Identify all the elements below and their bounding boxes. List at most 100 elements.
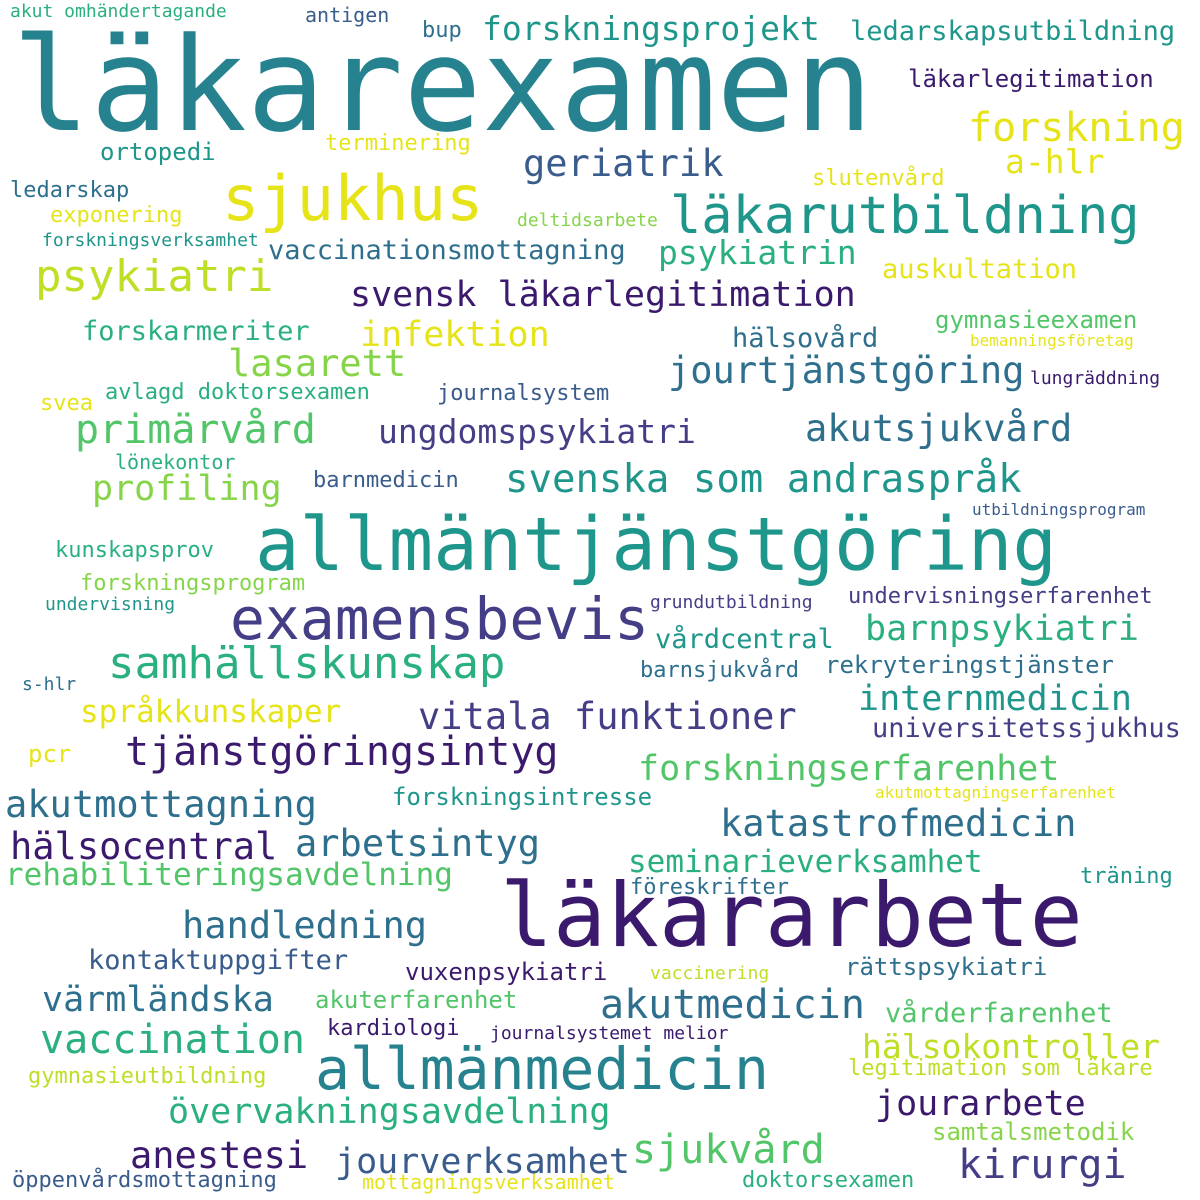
word-journalsystem: journalsystem: [437, 381, 610, 406]
word-journalsystemet-melior: journalsystemet melior: [490, 1023, 729, 1044]
word-kunskapsprov: kunskapsprov: [55, 538, 214, 563]
word-akutsjukvard: akutsjukvård: [805, 407, 1073, 450]
word-rehabiliteringsavdelning: rehabiliteringsavdelning: [5, 857, 453, 893]
word-ledarskap: ledarskap: [10, 178, 130, 203]
word-akut-omhandertagande: akut omhändertagande: [10, 1, 227, 22]
word-svenska-som-andrasprak: svenska som andraspråk: [505, 457, 1022, 502]
word-arbetsintyg: arbetsintyg: [295, 822, 541, 865]
word-bup: bup: [422, 18, 462, 43]
word-rekryteringstjanster: rekryteringstjänster: [825, 651, 1114, 679]
word-pcr: pcr: [28, 740, 72, 768]
word-kardiologi: kardiologi: [327, 1016, 460, 1041]
word-forskningserfarenhet: forskningserfarenhet: [638, 749, 1060, 789]
word-forskarmeriter: forskarmeriter: [82, 316, 310, 347]
word-sjukhus: sjukhus: [222, 162, 484, 235]
word-lakararbete: läkararbete: [500, 864, 1083, 967]
word-samtalsmetodik: samtalsmetodik: [932, 1118, 1135, 1146]
word-svensk-lakarlegitimation: svensk läkarlegitimation: [350, 275, 856, 315]
word-barnpsykiatri: barnpsykiatri: [865, 609, 1139, 649]
word-allmanmedicin: allmänmedicin: [315, 1035, 769, 1103]
word-jourtjanstgoring: jourtjänstgöring: [668, 349, 1025, 392]
word-mottagningsverksamhet: mottagningsverksamhet: [362, 1170, 615, 1194]
word-rattspsykiatri: rättspsykiatri: [845, 953, 1048, 981]
word-forskningsverksamhet: forskningsverksamhet: [42, 230, 259, 251]
word-lungraddning: lungräddning: [1030, 368, 1161, 389]
word-kirurgi: kirurgi: [958, 1142, 1127, 1188]
word-katastrofmedicin: katastrofmedicin: [720, 802, 1077, 845]
word-gymnasieexamen: gymnasieexamen: [935, 306, 1138, 334]
word-psykiatrin: psykiatrin: [658, 233, 857, 272]
word-terminering: terminering: [325, 131, 471, 156]
word-utbildningsprogram: utbildningsprogram: [972, 500, 1146, 519]
word-lasarett: lasarett: [228, 342, 407, 385]
word-svea: svea: [40, 391, 93, 416]
word-halsovard: hälsovård: [732, 323, 879, 354]
word-forskningsintresse: forskningsintresse: [392, 783, 653, 811]
word-exponering: exponering: [50, 203, 183, 228]
word-deltidsarbete: deltidsarbete: [517, 210, 658, 231]
word-jourarbete: jourarbete: [875, 1084, 1086, 1124]
word-profiling: profiling: [92, 469, 282, 509]
word-a-hlr: a-hlr: [1005, 142, 1105, 181]
word-vuxenpsykiatri: vuxenpsykiatri: [405, 958, 608, 986]
word-lakarexamen: läkarexamen: [12, 9, 873, 161]
word-lakarlegitimation: läkarlegitimation: [908, 65, 1154, 93]
word-vitala-funktioner: vitala funktioner: [418, 695, 797, 738]
word-vardcentral: vårdcentral: [655, 624, 834, 655]
word-doktorsexamen: doktorsexamen: [742, 1168, 915, 1193]
word-examensbevis: examensbevis: [230, 585, 650, 653]
word-vaccination: vaccination: [40, 1017, 305, 1063]
word-varmlandska: värmländska: [42, 980, 274, 1020]
word-allmantjanstgoring: allmäntjänstgöring: [255, 502, 1057, 588]
word-traning: träning: [1080, 864, 1173, 889]
word-vaccinationsmottagning: vaccinationsmottagning: [268, 235, 626, 266]
word-akutmottagning: akutmottagning: [5, 783, 317, 826]
word-gymnasieutbildning: gymnasieutbildning: [28, 1064, 267, 1089]
word-ortopedi: ortopedi: [100, 138, 216, 166]
word-bemanningsforetag: bemanningsföretag: [970, 331, 1134, 350]
word-vaccinering: vaccinering: [650, 963, 770, 984]
word-ledarskapsutbildning: ledarskapsutbildning: [850, 16, 1176, 47]
word-anestesi: anestesi: [130, 1134, 309, 1177]
word-kontaktuppgifter: kontaktuppgifter: [88, 945, 349, 976]
word-lakarutbildning: läkarutbildning: [670, 186, 1140, 246]
word-foreskrifter: föreskrifter: [630, 875, 789, 900]
word-varderfarenhet: vårderfarenhet: [885, 998, 1113, 1029]
word-akuterfarenhet: akuterfarenhet: [315, 986, 518, 1014]
word-tjanstgoringsintyg: tjänstgöringsintyg: [125, 729, 559, 775]
word-avlagd-doktorsexamen: avlagd doktorsexamen: [105, 380, 370, 405]
word-handledning: handledning: [182, 904, 428, 947]
word-sprakkunskaper: språkkunskaper: [80, 694, 342, 730]
word-jourverksamhet: jourverksamhet: [335, 1142, 631, 1182]
word-antigen: antigen: [305, 3, 390, 27]
word-sjukvard: sjukvård: [632, 1127, 825, 1173]
word-seminarieverksamhet: seminarieverksamhet: [628, 844, 983, 880]
word-forskningsprojekt: forskningsprojekt: [482, 9, 820, 48]
word-halsocentral: hälsocentral: [10, 825, 278, 868]
word-undervisningserfarenhet: undervisningserfarenhet: [848, 584, 1153, 609]
word-akutmedicin: akutmedicin: [600, 982, 865, 1028]
word-grundutbildning: grundutbildning: [650, 592, 813, 613]
word-barnmedicin: barnmedicin: [313, 468, 459, 493]
word-legitimation-som-lakare: legitimation som läkare: [848, 1056, 1153, 1081]
word-oppenvardsmottagning: öppenvårdsmottagning: [12, 1168, 277, 1193]
word-ungdomspsykiatri: ungdomspsykiatri: [378, 412, 696, 451]
word-infektion: infektion: [360, 315, 550, 355]
word-undervisning: undervisning: [45, 594, 176, 615]
word-geriatrik: geriatrik: [523, 142, 724, 185]
word-samhallskunskap: samhällskunskap: [108, 638, 506, 689]
word-universitetssjukhus: universitetssjukhus: [872, 713, 1181, 744]
word-auskultation: auskultation: [882, 254, 1078, 285]
word-barnsjukvard: barnsjukvård: [640, 658, 799, 683]
word-slutenvard: slutenvård: [812, 166, 945, 191]
word-forskningsprogram: forskningsprogram: [80, 571, 306, 596]
word-s-hlr: s-hlr: [22, 674, 77, 695]
word-halsokontroller: hälsokontroller: [862, 1027, 1161, 1066]
word-primarvard: primärvård: [75, 407, 316, 453]
word-internmedicin: internmedicin: [858, 679, 1132, 719]
word-forskning: forskning: [968, 105, 1185, 151]
word-lonekontor: lönekontor: [115, 450, 236, 474]
word-overvakningsavdelning: övervakningsavdelning: [168, 1092, 611, 1132]
word-akutmottagningserfarenhet: akutmottagningserfarenhet: [875, 783, 1116, 802]
